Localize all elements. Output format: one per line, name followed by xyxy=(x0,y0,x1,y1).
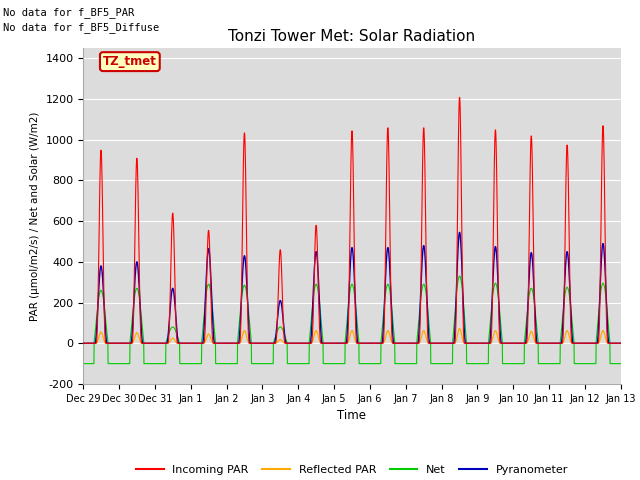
Title: Tonzi Tower Met: Solar Radiation: Tonzi Tower Met: Solar Radiation xyxy=(228,29,476,44)
X-axis label: Time: Time xyxy=(337,409,367,422)
Legend: Incoming PAR, Reflected PAR, Net, Pyranometer: Incoming PAR, Reflected PAR, Net, Pyrano… xyxy=(131,460,573,479)
Text: TZ_tmet: TZ_tmet xyxy=(103,55,157,68)
Text: No data for f_BF5_PAR: No data for f_BF5_PAR xyxy=(3,7,134,18)
Text: No data for f_BF5_Diffuse: No data for f_BF5_Diffuse xyxy=(3,22,159,33)
Y-axis label: PAR (μmol/m2/s) / Net and Solar (W/m2): PAR (μmol/m2/s) / Net and Solar (W/m2) xyxy=(30,111,40,321)
